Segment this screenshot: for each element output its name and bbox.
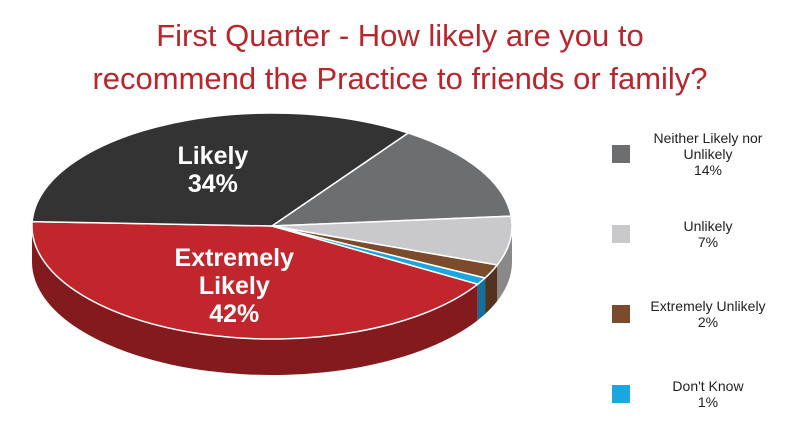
legend-label: Unlikely bbox=[683, 218, 733, 234]
slice bbox=[269, 132, 512, 227]
slice-value: 34% bbox=[187, 170, 238, 199]
slice bbox=[271, 215, 513, 266]
legend-value: 14% bbox=[693, 162, 723, 178]
slice bbox=[31, 220, 480, 340]
slice-side bbox=[32, 226, 478, 375]
legend-value: 1% bbox=[697, 394, 719, 410]
legend-value: 7% bbox=[697, 234, 719, 250]
slice-side bbox=[485, 265, 498, 315]
slice-side bbox=[477, 278, 486, 321]
legend-swatch bbox=[612, 145, 630, 163]
slice bbox=[31, 112, 410, 227]
slice bbox=[271, 225, 487, 286]
slice-label: Extremely Likely bbox=[174, 243, 295, 300]
chart-title: recommend the Practice to friends or fam… bbox=[92, 61, 707, 96]
legend-label: Extremely Unlikely bbox=[650, 298, 766, 314]
legend-label: Don't Know bbox=[672, 378, 744, 394]
legend-label: Neither Likely nor Unlikely bbox=[653, 130, 763, 162]
legend-swatch bbox=[612, 385, 630, 403]
slice-value: 42% bbox=[209, 299, 260, 328]
legend-value: 2% bbox=[697, 314, 719, 330]
slice-label: Likely bbox=[177, 142, 249, 171]
legend-swatch bbox=[612, 225, 630, 243]
legend-swatch bbox=[612, 305, 630, 323]
slice-side bbox=[497, 226, 512, 302]
chart-title: First Quarter - How likely are you to bbox=[156, 18, 644, 53]
